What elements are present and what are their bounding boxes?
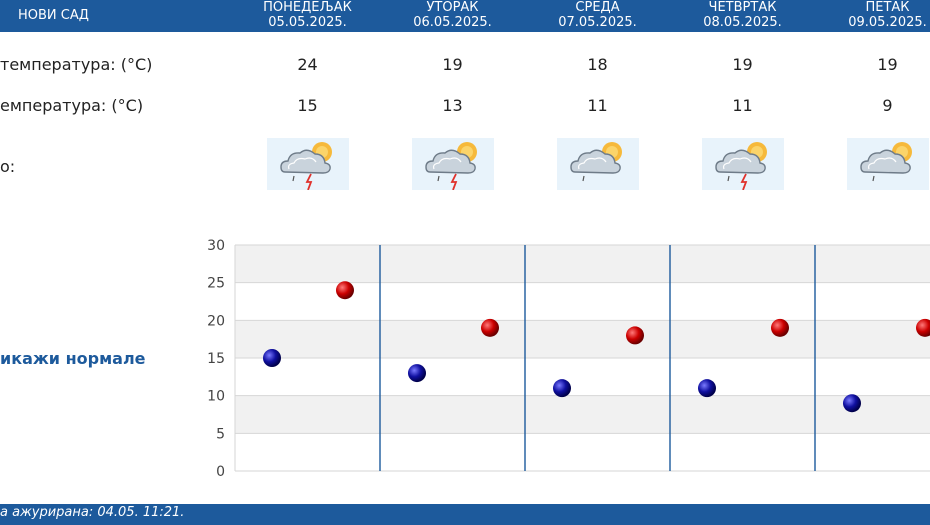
min-temp-point: [553, 379, 571, 398]
day-date: 07.05.2025.: [558, 15, 637, 30]
day-name: УТОРАК: [426, 0, 479, 15]
day-header: ПОНЕДЕЉАК 05.05.2025.: [238, 0, 378, 30]
cloud-rain-thunder-sun-icon: [411, 138, 494, 191]
max-temp-point: [626, 326, 644, 345]
y-tick-label: 30: [207, 238, 225, 254]
show-normals-link[interactable]: икажи нормале: [0, 349, 146, 368]
day-name: ПЕТАК: [865, 0, 910, 15]
min-temp-point: [698, 379, 716, 398]
min-temp-value: 11: [732, 96, 753, 115]
y-tick-label: 20: [207, 313, 225, 329]
max-temp-label: температура: (°C): [0, 55, 153, 74]
cloud-rain-thunder-sun-icon: [701, 138, 784, 191]
max-temp-value: 19: [877, 55, 898, 74]
grid-band: [235, 245, 930, 283]
min-temp-point: [263, 349, 281, 367]
min-temp-point: [408, 364, 426, 383]
max-temp-point: [336, 281, 354, 300]
min-temp-label: емпература: (°C): [0, 96, 144, 115]
day-header: УТОРАК 06.05.2025.: [383, 0, 523, 30]
min-temp-value: 9: [882, 96, 893, 115]
grid-band: [235, 358, 930, 396]
day-name: СРЕДА: [575, 0, 620, 15]
grid-band: [235, 395, 930, 434]
day-header: СРЕДА 07.05.2025.: [528, 0, 668, 30]
max-temp-value: 19: [442, 55, 463, 74]
temperature-chart: 0 5 10 15 20 25 30: [207, 238, 930, 480]
min-temp-value: 15: [297, 96, 318, 115]
day-name: ПОНЕДЕЉАК: [263, 0, 352, 15]
day-header: ПЕТАК 09.05.2025.: [818, 0, 930, 30]
day-date: 08.05.2025.: [703, 15, 782, 30]
y-tick-label: 15: [207, 351, 225, 367]
day-date: 06.05.2025.: [413, 15, 492, 30]
cloud-rain-thunder-sun-icon: [266, 138, 349, 191]
max-temp-value: 24: [297, 55, 318, 74]
max-temp-value: 19: [732, 55, 753, 74]
day-name: ЧЕТВРТАК: [708, 0, 777, 15]
min-temp-point: [843, 394, 861, 413]
cloud-rain-sun-icon: [556, 138, 639, 190]
max-temp-point: [481, 318, 499, 337]
max-temp-point: [771, 318, 789, 337]
cloud-rain-sun-icon: [846, 138, 929, 190]
day-date: 05.05.2025.: [268, 15, 347, 30]
y-tick-label: 10: [207, 389, 225, 405]
forecast-header: НОВИ САД ПОНЕДЕЉАК 05.05.2025. УТОРАК 06.05…: [0, 0, 930, 32]
grid-band: [235, 320, 930, 358]
day-date: 09.05.2025.: [848, 15, 927, 30]
weather-label: о:: [0, 157, 16, 176]
min-temp-value: 11: [587, 96, 608, 115]
y-tick-label: 0: [216, 464, 225, 480]
last-updated-text: а ажурирана: 04.05. 11:21.: [0, 505, 185, 520]
max-temp-point: [916, 318, 930, 337]
grid-band: [235, 433, 930, 471]
update-footer: а ажурирана: 04.05. 11:21.: [0, 504, 930, 525]
day-header: ЧЕТВРТАК 08.05.2025.: [673, 0, 813, 30]
min-temp-value: 13: [442, 96, 463, 115]
city-name: НОВИ САД: [18, 8, 89, 23]
y-tick-label: 5: [216, 426, 225, 442]
max-temp-value: 18: [587, 55, 608, 74]
y-tick-label: 25: [207, 276, 225, 292]
